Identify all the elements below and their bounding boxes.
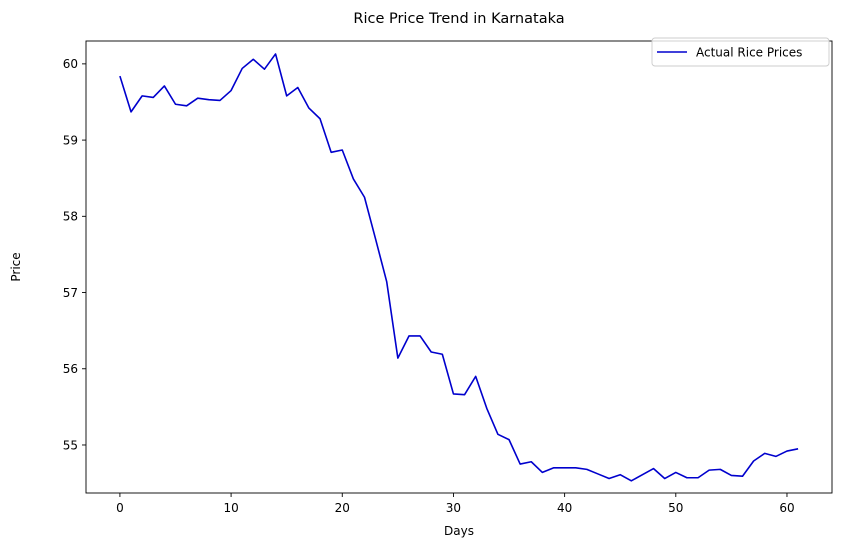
plot-area	[85, 40, 833, 494]
y-tick-label: 58	[63, 210, 78, 224]
y-tick-label: 60	[63, 57, 78, 71]
y-axis: 55 56 57 58 59 60	[63, 57, 86, 452]
x-axis: 0 10 20 30 40 50 60	[116, 493, 795, 515]
legend-box	[651, 37, 830, 67]
x-tick-label: 50	[668, 501, 683, 515]
x-tick-label: 0	[116, 501, 124, 515]
y-tick-label: 56	[63, 362, 78, 376]
x-tick-label: 60	[779, 501, 794, 515]
x-tick-label: 40	[557, 501, 572, 515]
legend: Actual Rice Prices	[651, 37, 830, 67]
y-axis-label: Price	[9, 252, 23, 281]
y-tick-label: 57	[63, 286, 78, 300]
series-line-0	[119, 53, 799, 482]
x-axis-label: Days	[444, 524, 474, 538]
x-tick-label: 20	[335, 501, 350, 515]
x-tick-label: 10	[223, 501, 238, 515]
chart-title: Rice Price Trend in Karnataka	[353, 11, 564, 27]
x-tick-label: 30	[446, 501, 461, 515]
y-tick-label: 59	[63, 133, 78, 147]
series-layer	[119, 53, 799, 482]
legend-label: Actual Rice Prices	[696, 46, 802, 60]
y-tick-label: 55	[63, 438, 78, 452]
